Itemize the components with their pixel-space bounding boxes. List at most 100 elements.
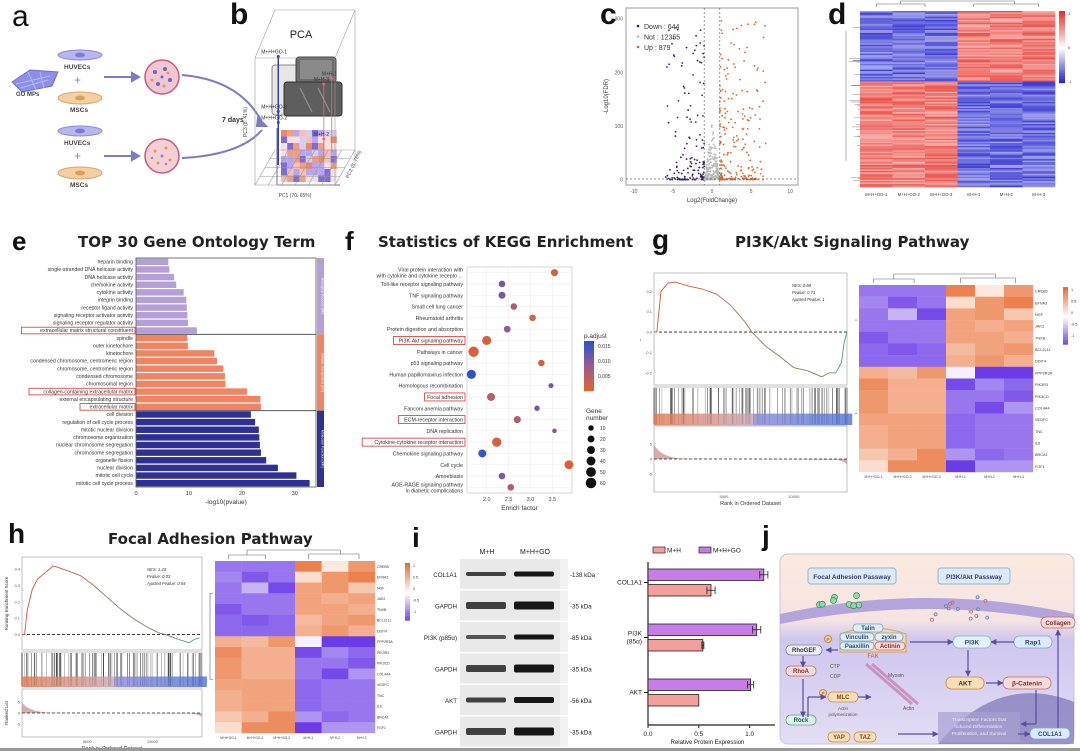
heatmap-cell: [892, 185, 926, 188]
gsea-rank-gradient: [757, 413, 764, 425]
volcano-point: [740, 24, 743, 27]
heatmap-cell: [925, 68, 958, 70]
group-strip-label: Cellular Component (CC): [321, 353, 325, 392]
kegg-term-label: Toll-like receptor signaling pathway: [381, 282, 463, 288]
pi3k-akt-pathway-title: PI3K/Akt Passway: [946, 574, 1002, 581]
heatmap-cell: [860, 132, 893, 135]
gsea-rank-gradient: [45, 676, 50, 687]
legend-label: Up : 879: [644, 45, 671, 52]
volcano-point: [696, 159, 699, 162]
gsea-es-curve: [821, 372, 830, 378]
heatmap-cell: [348, 582, 376, 594]
arrow-head-icon: [131, 150, 142, 162]
heatmap-cell: [925, 34, 958, 37]
heatmap-cell: [1022, 37, 1056, 40]
heatmap-cell: [892, 163, 926, 166]
padj-legend-title: p.adjust: [584, 333, 607, 340]
pca-box-edge: [334, 9, 356, 59]
plus-sign: +: [74, 73, 81, 87]
tf-box: [938, 712, 1020, 742]
heatmap-cell: [860, 147, 893, 150]
heatmap-cell: [925, 182, 958, 185]
volcano-point: [736, 139, 738, 142]
heatmap-cell: [990, 33, 1023, 35]
heatmap-cell: [892, 157, 926, 160]
colorbar-tick: 0.5: [413, 576, 418, 580]
heatmap-cell: [860, 93, 893, 95]
heatmap-cell: [990, 125, 1023, 128]
colorbar-tick: -1: [1068, 79, 1072, 84]
volcano-point: [740, 175, 743, 178]
plus-sign: +: [74, 149, 81, 163]
heatmap-cell: [925, 132, 958, 135]
go-term-label: mitotic cell cycle: [96, 473, 134, 479]
heatmap-cell: [946, 285, 976, 297]
ecm-ligand-icon: [818, 600, 826, 608]
volcano-point: [758, 127, 761, 130]
heatmap-cell: [1022, 71, 1056, 73]
gsea-rank-gradient: [827, 413, 833, 425]
colorbar-segment: [1059, 51, 1065, 55]
volcano-point: [762, 175, 765, 178]
pca-ylabel: PC3 (8. 41%): [243, 107, 249, 137]
gsea-rank-gradient: [837, 413, 843, 425]
heatmap-cell: [348, 679, 376, 691]
colorbar-segment: [1063, 289, 1068, 292]
heatmap-cell: [1022, 90, 1056, 92]
heatmap-cell: [925, 53, 958, 56]
heatmap-cell: [860, 75, 893, 78]
gene-row-label: NGF: [1035, 313, 1044, 317]
go-bar: [136, 304, 187, 311]
padj-colorbar-segment: [584, 363, 594, 366]
gene-row-label: PIK3CD: [377, 662, 390, 666]
gsea-rank-gradient: [40, 676, 46, 687]
heatmap-cell: [1022, 178, 1056, 180]
heatmap-cell: [892, 151, 926, 154]
pathway-node-yap: [827, 731, 851, 743]
gsea-stat: Pvalue: 0.03: [147, 574, 171, 579]
heatmap-cell: [925, 47, 958, 50]
heatmap-cell: [268, 722, 296, 734]
mini-heat-cell: [293, 162, 300, 169]
heatmap-cell: [321, 604, 349, 615]
heatmap-cell: [892, 165, 926, 167]
heatmap-cell: [917, 366, 947, 379]
heatmap-cell: [1004, 366, 1034, 379]
heatmap-cell: [892, 65, 926, 68]
heatmap-cell: [990, 55, 1023, 57]
heatmap-cell: [215, 722, 242, 734]
legend-label: M+H: [667, 548, 681, 555]
heatmap-cell: [860, 34, 893, 37]
group-strip: [317, 410, 324, 487]
ligand-icon: [969, 609, 974, 614]
volcano-point: [683, 175, 686, 178]
colorbar-segment: [1059, 47, 1065, 50]
mini-heat-cell: [281, 149, 288, 156]
heatmap-cell: [892, 38, 926, 41]
colorbar-tick: -0.5: [413, 599, 419, 603]
mini-heat-cell: [324, 143, 331, 150]
heatmap-cell: [990, 115, 1023, 117]
volcano-point: [694, 121, 697, 124]
volcano-point: [754, 114, 757, 116]
heatmap-cell: [957, 131, 991, 134]
heatmap-cell: [1022, 165, 1056, 167]
kegg-bubble: [468, 346, 479, 357]
volcano-point: [720, 159, 723, 162]
padj-colorbar-segment: [584, 387, 594, 390]
blot-kda-label: -35 kDa: [570, 604, 592, 611]
heatmap-cell: [925, 172, 958, 175]
heatmap-cell: [860, 79, 893, 82]
heatmap-cell: [990, 179, 1023, 182]
volcano-point: [723, 165, 726, 168]
go-bar: [136, 373, 225, 380]
volcano-point: [732, 28, 735, 31]
volcano-point: [745, 151, 748, 154]
colorbar-tick: -0.5: [1071, 323, 1078, 327]
heatmap-cell: [990, 123, 1023, 126]
heatmap-cell: [1004, 425, 1034, 438]
left-dendrogram: [209, 592, 213, 680]
heatmap-cell: [957, 65, 991, 68]
go-bar: [136, 273, 175, 281]
colorbar-segment: [1063, 342, 1068, 345]
